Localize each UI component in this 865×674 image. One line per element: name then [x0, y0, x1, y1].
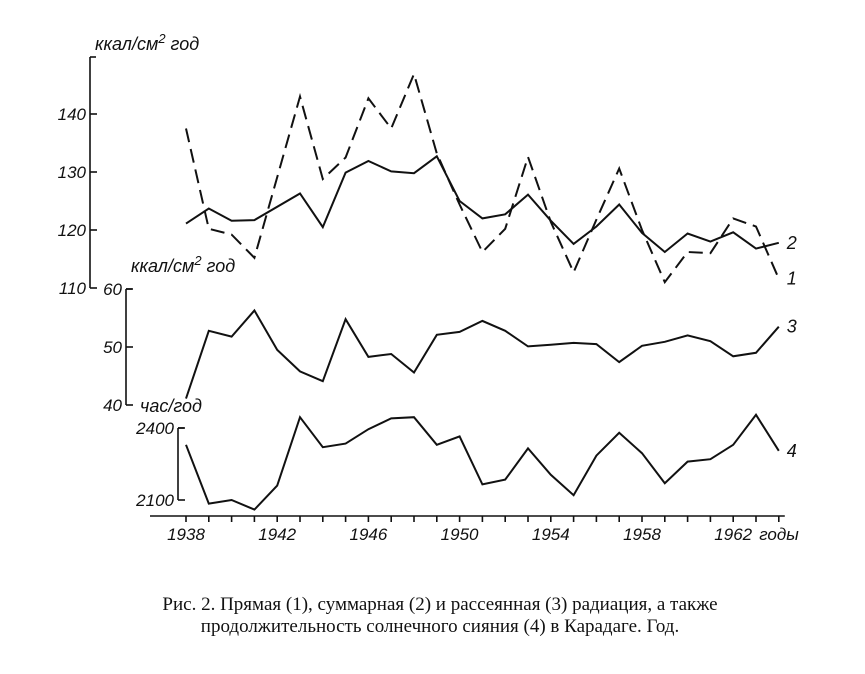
panel-direct-total-radiation: 110 120 130 140 ккал/см2 год 1 2: [58, 31, 797, 298]
series-label-4: 4: [787, 441, 797, 461]
y-tick-label: 50: [103, 338, 122, 357]
y-axis-unit-label: ккал/см2 год: [131, 253, 235, 276]
x-tick-label: 1954: [532, 525, 570, 544]
caption-line-1: Рис. 2. Прямая (1), суммарная (2) и расс…: [162, 594, 718, 615]
y-tick-label: 140: [58, 105, 87, 124]
series-label-3: 3: [787, 317, 797, 337]
figure-caption: Рис. 2. Прямая (1), суммарная (2) и расс…: [60, 594, 820, 638]
x-tick-label: 1958: [623, 525, 661, 544]
y-tick-label: 40: [103, 396, 122, 415]
panel-diffuse-radiation: 40 50 60 ккал/см2 год 3: [103, 253, 797, 415]
x-tick-label: 1942: [258, 525, 296, 544]
x-tick-label: 1962: [714, 525, 752, 544]
y-tick-label: 110: [59, 279, 87, 298]
series-line-4: [185, 413, 780, 511]
x-tick-label: 1950: [441, 525, 479, 544]
series-label-2: 2: [786, 233, 797, 253]
x-axis: 1938 1942 1946 1950 1954 1958 1962 годы: [150, 515, 799, 544]
y-tick-label: 120: [58, 221, 87, 240]
caption-line-2: продолжительность солнечного сияния (4) …: [200, 616, 680, 637]
y-axis-unit-label: час/год: [140, 396, 202, 416]
chart-figure: 110 120 130 140 ккал/см2 год 1 2 40 50 60 ккал/см…: [58, 31, 800, 544]
series-line-3: [185, 308, 780, 399]
panel-sunshine-duration: 2100 2400 час/год 4: [135, 396, 797, 511]
series-line-1: [185, 70, 780, 285]
y-tick-label: 2400: [135, 419, 174, 438]
y-tick-label: 2100: [135, 491, 174, 510]
series-line-2: [185, 154, 780, 254]
series-label-1: 1: [787, 269, 797, 289]
y-tick-label: 130: [58, 163, 87, 182]
y-tick-label: 60: [103, 280, 122, 299]
x-tick-label: 1946: [349, 525, 387, 544]
y-axis-unit-label: ккал/см2 год: [95, 31, 199, 54]
x-tick-label: 1938: [167, 525, 205, 544]
x-axis-label: годы: [759, 525, 799, 544]
